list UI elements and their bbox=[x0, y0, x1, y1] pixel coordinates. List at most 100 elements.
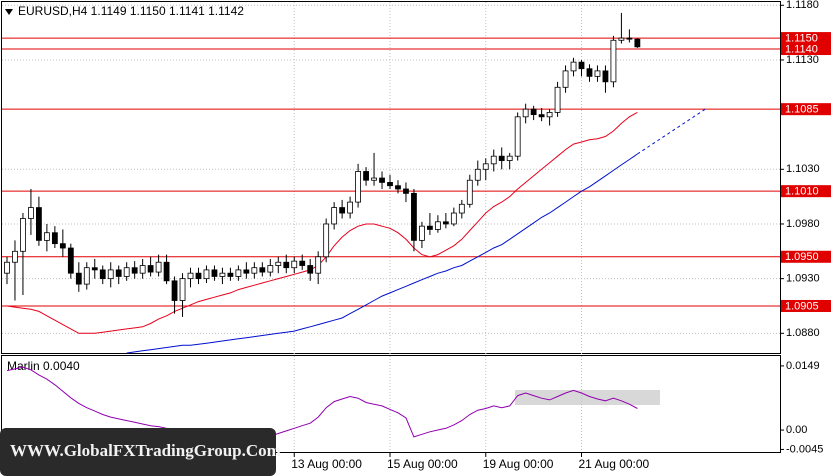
y-tick-label: 1.1130 bbox=[786, 54, 819, 66]
candle-body bbox=[275, 261, 282, 266]
candle-body bbox=[458, 203, 465, 214]
x-tick-label: 15 Aug 00:00 bbox=[387, 457, 458, 471]
candle-body bbox=[91, 267, 98, 271]
candle-body bbox=[163, 261, 170, 282]
y-tick-label: 1.0980 bbox=[786, 218, 820, 230]
main-pane-frame bbox=[1, 1, 781, 354]
level-label: 1.0950 bbox=[785, 251, 819, 263]
level-label: 1.0905 bbox=[785, 300, 819, 312]
level-label-box bbox=[781, 250, 831, 263]
moving-average bbox=[637, 108, 706, 155]
candle-body bbox=[4, 261, 10, 274]
candle-body bbox=[347, 201, 354, 214]
candle-body bbox=[307, 265, 314, 274]
candle-body bbox=[554, 86, 561, 113]
chart-title: EURUSD,H4 1.1149 1.1150 1.1141 1.1142 bbox=[18, 4, 244, 18]
level-label-box bbox=[781, 103, 831, 116]
candle-body bbox=[195, 272, 202, 280]
watermark: WWW.GlobalFXTradingGroup.Com bbox=[10, 441, 281, 460]
candle-body bbox=[75, 272, 82, 285]
x-tick-label: 19 Aug 00:00 bbox=[483, 457, 554, 471]
candle-body bbox=[482, 163, 489, 170]
candle-body bbox=[355, 171, 361, 203]
candle-body bbox=[235, 269, 242, 277]
candle-body bbox=[379, 177, 385, 183]
candle-body bbox=[522, 108, 529, 118]
candle-body bbox=[434, 221, 441, 230]
candle-body bbox=[331, 207, 338, 225]
candle-body bbox=[426, 225, 433, 230]
candle-body bbox=[570, 61, 577, 72]
y-tick-label: 1.0880 bbox=[786, 327, 820, 339]
candle-body bbox=[251, 267, 258, 274]
candle-body bbox=[67, 247, 74, 274]
candle-body bbox=[578, 61, 585, 70]
candle-body bbox=[115, 269, 122, 277]
level-label-box bbox=[781, 185, 831, 198]
candle-body bbox=[498, 155, 505, 161]
candle-body bbox=[387, 182, 393, 187]
level-label-box bbox=[781, 299, 831, 312]
candle-body bbox=[267, 265, 274, 273]
candle-body bbox=[490, 155, 497, 165]
candle-body bbox=[283, 261, 290, 269]
moving-average bbox=[126, 153, 638, 354]
candle-body bbox=[450, 212, 457, 225]
candle-body bbox=[12, 250, 18, 263]
y-tick-label: 1.0930 bbox=[786, 273, 820, 285]
candle-body bbox=[586, 68, 593, 77]
candle-body bbox=[43, 232, 50, 241]
candle-body bbox=[259, 267, 266, 273]
candle-body bbox=[59, 243, 66, 249]
candle-body bbox=[147, 265, 154, 273]
candle-body bbox=[51, 232, 58, 245]
candle-body bbox=[626, 37, 633, 40]
candle-body bbox=[227, 272, 234, 277]
candle-body bbox=[395, 185, 401, 190]
candle-body bbox=[546, 112, 553, 118]
y-tick-label: 1.1180 bbox=[786, 0, 819, 11]
candle-body bbox=[562, 70, 569, 88]
level-label: 1.1140 bbox=[785, 43, 818, 55]
indicator-pane-frame bbox=[1, 355, 781, 453]
candle-body bbox=[107, 269, 114, 280]
candle-body bbox=[83, 267, 90, 285]
candle-body bbox=[403, 188, 409, 194]
candle-body bbox=[506, 155, 513, 161]
menu-triangle bbox=[5, 9, 13, 15]
candle-body bbox=[28, 207, 34, 219]
indicator-line bbox=[6, 366, 638, 440]
candle-body bbox=[155, 261, 162, 273]
candle-body bbox=[594, 70, 601, 77]
candle-body bbox=[99, 269, 106, 280]
candle-body bbox=[466, 179, 473, 205]
candle-body bbox=[291, 260, 298, 269]
candle-body bbox=[211, 269, 218, 277]
level-label-box bbox=[781, 32, 831, 45]
candle-body bbox=[323, 223, 330, 258]
level-label: 1.1150 bbox=[785, 32, 818, 44]
candle-body bbox=[315, 256, 322, 274]
level-label: 1.1085 bbox=[785, 104, 819, 116]
candle-body bbox=[474, 168, 481, 181]
candle-body bbox=[411, 192, 417, 241]
candle-body bbox=[634, 38, 641, 48]
candle-body bbox=[602, 70, 609, 83]
candle-body bbox=[419, 225, 425, 241]
candle-body bbox=[514, 116, 521, 157]
candle-body bbox=[171, 280, 178, 301]
candle-body bbox=[530, 108, 537, 116]
x-tick-label: 21 Aug 00:00 bbox=[579, 457, 650, 471]
y-tick-label: 1.1030 bbox=[786, 163, 820, 175]
candle-body bbox=[610, 39, 617, 83]
y-tick-label: -0.0045 bbox=[786, 443, 823, 455]
candle-body bbox=[203, 269, 210, 280]
candle-body bbox=[618, 37, 625, 41]
candle-body bbox=[243, 269, 250, 274]
candle-body bbox=[139, 265, 146, 274]
moving-average bbox=[6, 111, 638, 334]
candle-body bbox=[36, 207, 42, 241]
candle-body bbox=[123, 267, 130, 277]
